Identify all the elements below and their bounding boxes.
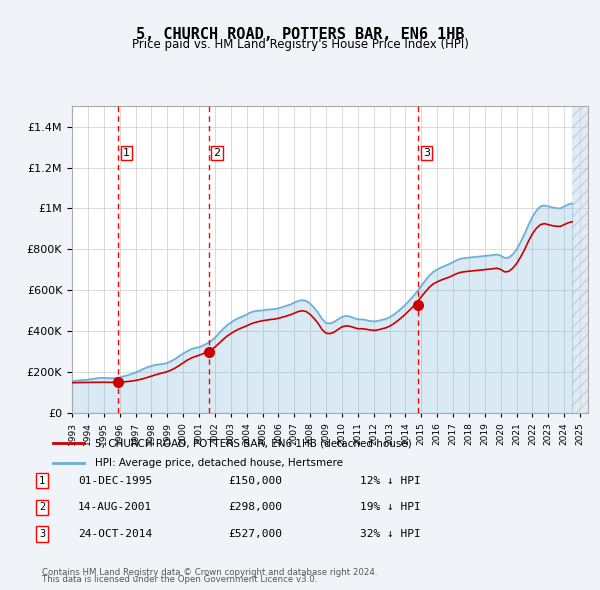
Text: 1: 1 [123,148,130,158]
Text: 32% ↓ HPI: 32% ↓ HPI [360,529,421,539]
Text: This data is licensed under the Open Government Licence v3.0.: This data is licensed under the Open Gov… [42,575,317,584]
Text: 3: 3 [423,148,430,158]
Text: 2: 2 [214,148,221,158]
Text: 12% ↓ HPI: 12% ↓ HPI [360,476,421,486]
Text: Contains HM Land Registry data © Crown copyright and database right 2024.: Contains HM Land Registry data © Crown c… [42,568,377,577]
Text: 5, CHURCH ROAD, POTTERS BAR, EN6 1HB (detached house): 5, CHURCH ROAD, POTTERS BAR, EN6 1HB (de… [95,438,412,448]
Text: 01-DEC-1995: 01-DEC-1995 [78,476,152,486]
Text: HPI: Average price, detached house, Hertsmere: HPI: Average price, detached house, Hert… [95,458,343,467]
Text: 5, CHURCH ROAD, POTTERS BAR, EN6 1HB: 5, CHURCH ROAD, POTTERS BAR, EN6 1HB [136,27,464,41]
Text: £527,000: £527,000 [228,529,282,539]
Text: 24-OCT-2014: 24-OCT-2014 [78,529,152,539]
Text: Price paid vs. HM Land Registry's House Price Index (HPI): Price paid vs. HM Land Registry's House … [131,38,469,51]
Text: 2: 2 [39,503,45,512]
Text: 14-AUG-2001: 14-AUG-2001 [78,503,152,512]
Text: £298,000: £298,000 [228,503,282,512]
Text: 3: 3 [39,529,45,539]
Text: 19% ↓ HPI: 19% ↓ HPI [360,503,421,512]
Text: 1: 1 [39,476,45,486]
Text: £150,000: £150,000 [228,476,282,486]
Bar [572,106,588,413]
